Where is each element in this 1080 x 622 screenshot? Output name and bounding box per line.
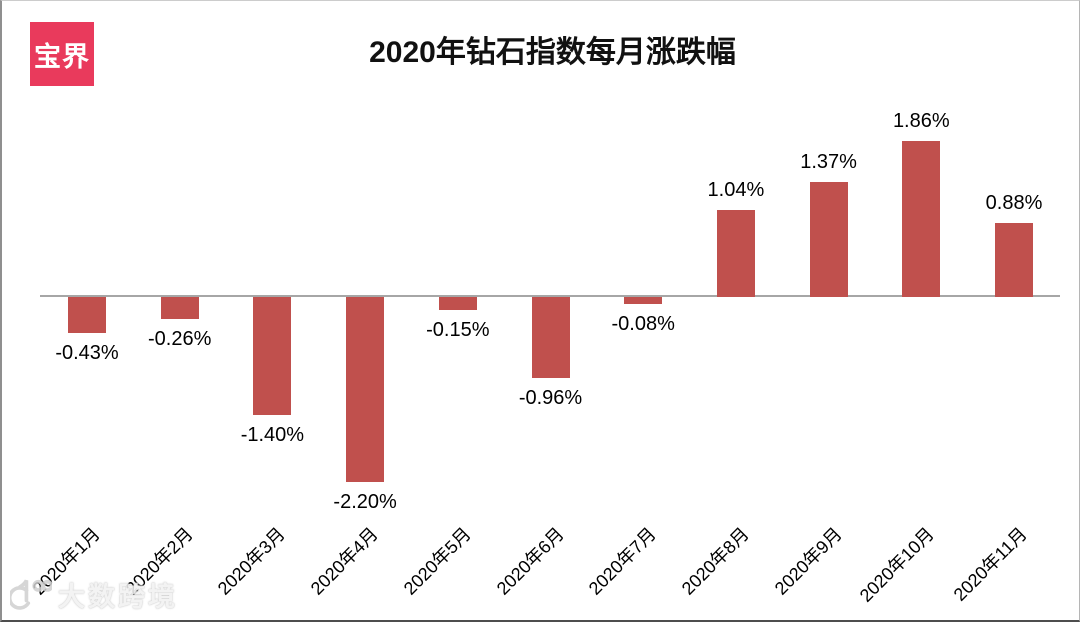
bar-value-label: -0.26% xyxy=(148,328,212,350)
bar-value-label: 1.86% xyxy=(892,110,950,132)
x-axis-zero-line xyxy=(40,295,1060,297)
bar-2020年11月 xyxy=(995,223,1033,297)
bar-2020年3月 xyxy=(253,297,292,415)
watermark-text: 大数跨境 xyxy=(58,582,178,612)
bar-2020年8月 xyxy=(716,210,755,297)
chart-title: 2020年钻石指数每月涨跌幅 xyxy=(369,36,736,69)
bar-value-label: -0.15% xyxy=(426,319,490,341)
bar-2020年4月 xyxy=(346,297,385,482)
bar-2020年9月 xyxy=(809,182,848,297)
bar-value-label: 1.37% xyxy=(800,151,857,173)
dashukuajing-watermark-icon xyxy=(10,579,52,610)
bar-value-label: -0.43% xyxy=(55,342,119,364)
bar-2020年6月 xyxy=(531,297,570,378)
bar-2020年10月 xyxy=(902,141,941,297)
bar-value-label: -0.96% xyxy=(518,387,583,409)
bar-2020年1月 xyxy=(68,297,106,333)
bar-2020年7月 xyxy=(624,297,663,304)
bar-value-label: -1.40% xyxy=(240,424,305,446)
bar-value-label: -0.08% xyxy=(611,313,675,335)
baojie-logo-text: 宝界 xyxy=(34,41,90,72)
bar-2020年5月 xyxy=(438,297,477,310)
bar-value-label: -2.20% xyxy=(333,491,397,513)
bar-2020年2月 xyxy=(160,297,199,319)
bar-value-label: 1.04% xyxy=(707,179,765,201)
baojie-logo: 宝界 xyxy=(30,22,94,86)
watermark: 大数跨境 xyxy=(10,575,178,614)
bar-value-label: 0.88% xyxy=(985,192,1043,214)
